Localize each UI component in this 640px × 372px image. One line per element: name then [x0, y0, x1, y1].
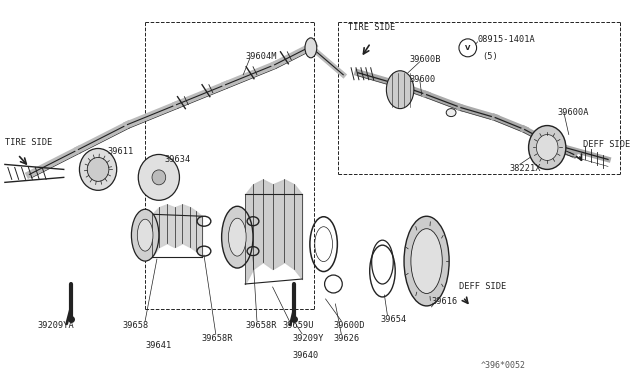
- Ellipse shape: [536, 135, 558, 160]
- Text: 39600B: 39600B: [410, 55, 442, 64]
- Ellipse shape: [131, 209, 159, 261]
- Ellipse shape: [79, 148, 116, 190]
- Text: 39654: 39654: [381, 315, 407, 324]
- Text: 39209Y: 39209Y: [292, 334, 324, 343]
- Text: ^396*0052: ^396*0052: [481, 361, 525, 370]
- Circle shape: [459, 39, 477, 57]
- Text: 38221X: 38221X: [510, 164, 541, 173]
- Ellipse shape: [152, 170, 166, 185]
- Ellipse shape: [228, 218, 246, 256]
- Text: 39659U: 39659U: [282, 321, 314, 330]
- Ellipse shape: [138, 154, 179, 200]
- Ellipse shape: [411, 229, 442, 294]
- Ellipse shape: [138, 219, 153, 251]
- Ellipse shape: [446, 109, 456, 116]
- Text: 39658R: 39658R: [201, 334, 232, 343]
- Text: 39626: 39626: [333, 334, 360, 343]
- Ellipse shape: [87, 157, 109, 182]
- Text: (5): (5): [483, 52, 498, 61]
- Text: 39604M: 39604M: [245, 52, 276, 61]
- Ellipse shape: [529, 126, 566, 169]
- Ellipse shape: [221, 206, 253, 268]
- Text: TIRE SIDE: TIRE SIDE: [5, 138, 52, 147]
- Text: 39658R: 39658R: [245, 321, 276, 330]
- Text: 39600D: 39600D: [333, 321, 365, 330]
- Text: 39616: 39616: [431, 297, 458, 306]
- Text: 39209YA: 39209YA: [37, 321, 74, 330]
- Text: V: V: [465, 45, 470, 51]
- Text: 39658: 39658: [123, 321, 149, 330]
- Text: 39640: 39640: [292, 351, 319, 360]
- Text: DEFF SIDE: DEFF SIDE: [459, 282, 506, 291]
- Ellipse shape: [387, 71, 414, 109]
- Ellipse shape: [305, 38, 317, 58]
- Text: DEFF SIDE: DEFF SIDE: [584, 141, 631, 150]
- Text: TIRE SIDE: TIRE SIDE: [348, 23, 396, 32]
- Text: 39600A: 39600A: [557, 108, 589, 117]
- Text: 39611: 39611: [108, 147, 134, 157]
- Text: 39600: 39600: [410, 75, 436, 84]
- Text: 39641: 39641: [145, 341, 172, 350]
- Text: 08915-1401A: 08915-1401A: [477, 35, 535, 44]
- Text: 39634: 39634: [164, 155, 191, 164]
- Ellipse shape: [404, 216, 449, 306]
